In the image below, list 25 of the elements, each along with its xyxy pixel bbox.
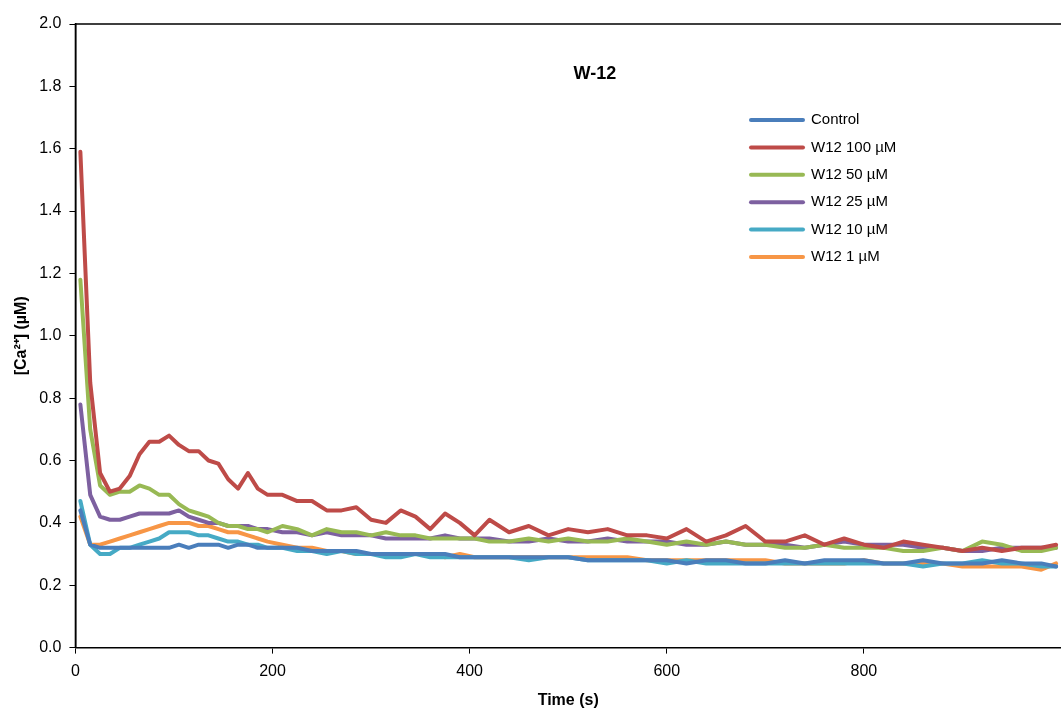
x-axis-title: Time (s) — [537, 690, 599, 708]
x-tick-label: 400 — [456, 661, 484, 679]
legend-label: W12 50 µM — [811, 164, 888, 182]
y-tick-label: 1.2 — [39, 263, 62, 281]
legend-label: W12 100 µM — [811, 137, 897, 155]
y-axis-title: [Ca²⁺] (µM) — [12, 296, 30, 376]
y-tick-label: 0.2 — [39, 575, 62, 593]
y-tick-label: 1.8 — [39, 76, 62, 94]
y-tick-label: 0.6 — [39, 450, 62, 468]
y-tick-label: 0.0 — [39, 638, 62, 656]
y-tick-label: 0.8 — [39, 388, 62, 406]
legend-label: Control — [811, 110, 860, 128]
text: W-12 — [573, 62, 617, 83]
legend-label: W12 1 µM — [811, 247, 880, 265]
y-tick-label: 2.0 — [39, 14, 62, 32]
legend-label: W12 10 µM — [811, 219, 888, 237]
y-tick-label: 1.0 — [39, 326, 62, 344]
x-tick-label: 800 — [850, 661, 878, 679]
x-tick-label: 200 — [259, 661, 286, 679]
y-tick-label: 1.4 — [39, 201, 62, 219]
x-tick-label: 0 — [70, 661, 80, 679]
legend-label: W12 25 µM — [811, 192, 888, 210]
y-tick-label: 0.4 — [39, 513, 62, 531]
x-tick-label: 600 — [653, 661, 681, 679]
y-tick-label: 1.6 — [39, 139, 62, 157]
